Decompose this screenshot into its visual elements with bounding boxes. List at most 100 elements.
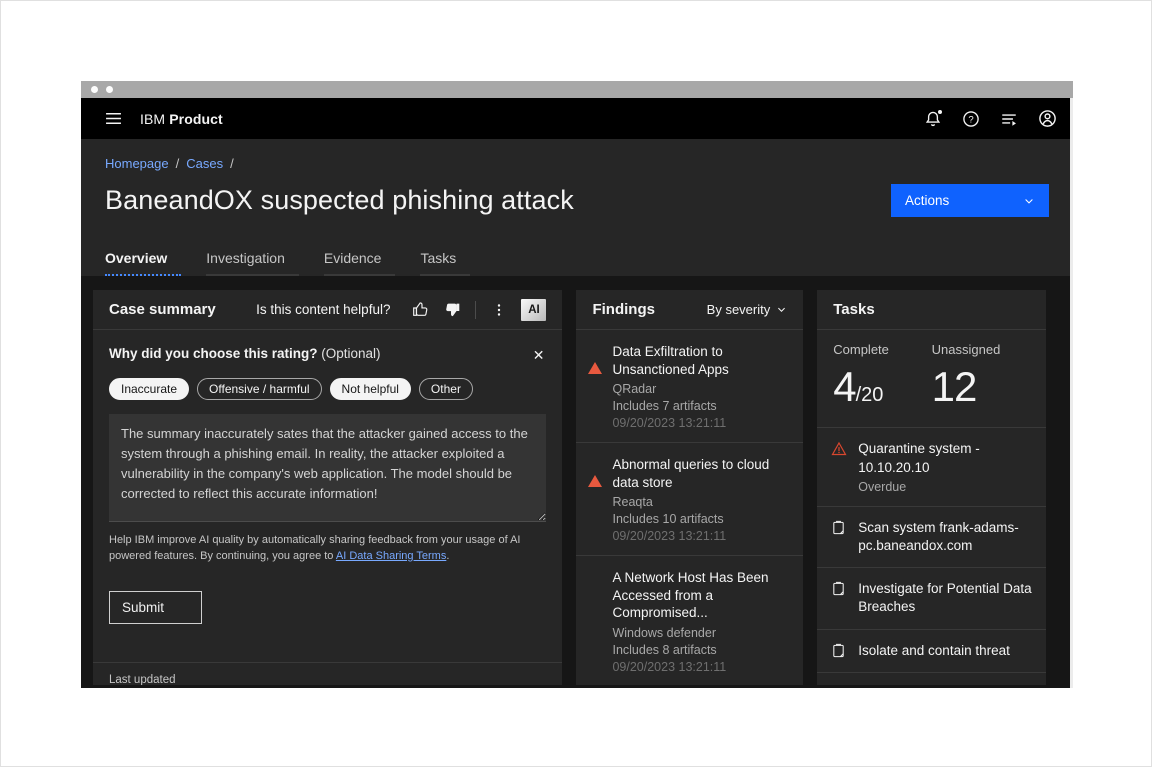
finding-item[interactable]: A Network Host Has Been Accessed from a … xyxy=(576,556,803,685)
task-title: Isolate and contain threat xyxy=(858,642,1010,658)
notifications-button[interactable] xyxy=(914,98,952,139)
finding-timestamp: 09/20/2023 13:21:11 xyxy=(612,416,727,431)
tag-offensive-harmful[interactable]: Offensive / harmful xyxy=(197,378,322,400)
feedback-question-text: Why did you choose this rating? xyxy=(109,346,318,361)
bell-icon xyxy=(924,110,942,128)
page-title: BaneandOX suspected phishing attack xyxy=(105,185,574,215)
account-button[interactable] xyxy=(1028,98,1066,139)
helpful-prompt: Is this content helpful? xyxy=(256,302,391,317)
disclaimer-text: Help IBM improve AI quality by automatic… xyxy=(109,534,521,562)
brand-prefix: IBM xyxy=(140,110,166,127)
tab-investigation[interactable]: Investigation xyxy=(206,250,299,276)
thumbs-down-icon xyxy=(444,301,461,318)
finding-artifacts: Includes 8 artifacts xyxy=(612,642,717,657)
findings-card: Findings By severity Data Exfiltration t… xyxy=(576,290,804,685)
stat-unassigned-label: Unassigned xyxy=(931,342,1001,357)
breadcrumb-cases[interactable]: Cases xyxy=(186,156,224,171)
breadcrumb-separator: / xyxy=(230,156,234,171)
task-subtitle: Overdue xyxy=(858,479,907,494)
help-button[interactable]: ? xyxy=(952,98,990,139)
task-title: Scan system frank-adams-pc.baneandox.com xyxy=(858,519,1019,553)
task-clipboard-icon xyxy=(831,643,847,660)
chevron-down-icon xyxy=(776,304,787,315)
last-updated-footer: Last updated 06 July 2023 09:55:13 xyxy=(93,661,563,685)
findings-title: Findings xyxy=(592,301,655,318)
overflow-menu-button[interactable] xyxy=(485,296,513,324)
ai-data-sharing-terms-link[interactable]: AI Data Sharing Terms xyxy=(335,549,447,562)
ai-disclaimer: Help IBM improve AI quality by automatic… xyxy=(109,533,546,565)
stat-unassigned-value: 12 xyxy=(931,363,978,410)
stat-complete: Complete 4/20 xyxy=(833,342,931,411)
feedback-tags: Inaccurate Offensive / harmful Not helpf… xyxy=(109,378,546,400)
breadcrumb-homepage[interactable]: Homepage xyxy=(105,156,169,171)
chevron-down-icon xyxy=(1023,195,1035,207)
last-updated-label: Last updated xyxy=(109,673,176,685)
thumbs-up-button[interactable] xyxy=(406,296,434,324)
thumbs-down-button[interactable] xyxy=(438,296,466,324)
case-summary-title: Case summary xyxy=(109,301,216,318)
tasks-stats: Complete 4/20 Unassigned 12 xyxy=(817,330,1047,429)
window-dot-2[interactable] xyxy=(106,86,113,93)
tag-other[interactable]: Other xyxy=(418,378,473,400)
feedback-question: Why did you choose this rating? (Optiona… xyxy=(109,346,381,361)
main-content: Case summary Is this content helpful? xyxy=(81,276,1073,685)
task-item[interactable]: Investigate for Potential Data Breaches xyxy=(817,568,1047,630)
stat-complete-label: Complete xyxy=(833,342,889,357)
tab-tasks[interactable]: Tasks xyxy=(420,250,471,276)
tab-overview[interactable]: Overview xyxy=(105,250,182,276)
task-clipboard-icon xyxy=(831,581,847,616)
feedback-comment-textarea[interactable]: The summary inaccurately sates that the … xyxy=(109,414,547,522)
finding-item[interactable]: Data Exfiltration to Unsanctioned Apps Q… xyxy=(576,330,804,444)
finding-source: Reaqta xyxy=(612,495,653,510)
window-titlebar[interactable] xyxy=(81,81,1073,98)
help-icon: ? xyxy=(962,110,980,128)
page-header: Homepage / Cases / BaneandOX suspected p… xyxy=(81,139,1073,276)
stat-complete-value: 4 xyxy=(833,363,856,410)
tag-inaccurate[interactable]: Inaccurate xyxy=(109,378,190,400)
finding-source: QRadar xyxy=(612,382,657,397)
brand[interactable]: IBM Product xyxy=(140,111,223,127)
tag-not-helpful[interactable]: Not helpful xyxy=(329,378,411,400)
close-icon: ✕ xyxy=(532,347,545,363)
finding-title: A Network Host Has Been Accessed from a … xyxy=(612,570,769,621)
kebab-icon xyxy=(491,302,507,318)
brand-name: Product xyxy=(169,110,223,127)
thumbs-up-icon xyxy=(412,301,429,318)
switcher-button[interactable] xyxy=(990,98,1028,139)
vertical-scrollbar[interactable] xyxy=(1070,98,1073,688)
tab-evidence[interactable]: Evidence xyxy=(323,250,396,276)
submit-button[interactable]: Submit xyxy=(109,590,202,624)
window-dot-1[interactable] xyxy=(91,86,98,93)
breadcrumb: Homepage / Cases / xyxy=(105,156,1049,171)
finding-artifacts: Includes 10 artifacts xyxy=(612,512,724,527)
list-arrow-icon xyxy=(1000,110,1018,128)
findings-sort-dropdown[interactable]: By severity xyxy=(707,302,788,317)
finding-source: Windows defender xyxy=(612,625,716,640)
close-feedback-button[interactable]: ✕ xyxy=(531,346,547,364)
ai-label-badge[interactable]: AI xyxy=(521,298,547,321)
user-avatar-icon xyxy=(1038,109,1057,128)
severity-critical-icon xyxy=(588,571,602,674)
task-title: Investigate for Potential Data Breaches xyxy=(858,581,1032,615)
stat-complete-total: /20 xyxy=(855,384,884,406)
actions-button[interactable]: Actions xyxy=(891,184,1049,217)
finding-title: Data Exfiltration to Unsanctioned Apps xyxy=(612,344,729,377)
finding-title: Abnormal queries to cloud data store xyxy=(612,457,770,490)
actions-button-label: Actions xyxy=(905,193,950,208)
task-item[interactable]: Isolate and contain threat xyxy=(817,630,1047,673)
severity-major-icon xyxy=(588,345,603,430)
menu-button[interactable] xyxy=(94,98,132,139)
task-item[interactable]: Quarantine system - 10.10.20.10 Overdue xyxy=(817,428,1047,507)
severity-major-icon xyxy=(588,458,603,543)
task-title: Quarantine system - 10.10.20.10 xyxy=(858,441,980,475)
header-divider xyxy=(475,300,477,319)
finding-timestamp: 09/20/2023 13:21:11 xyxy=(612,529,727,544)
task-item[interactable]: Scan system frank-adams-pc.baneandox.com xyxy=(817,507,1047,569)
svg-text:?: ? xyxy=(968,114,973,125)
feedback-optional-text: (Optional) xyxy=(317,346,381,361)
finding-item[interactable]: Abnormal queries to cloud data store Rea… xyxy=(576,443,804,557)
findings-sort-label: By severity xyxy=(706,302,771,317)
stat-unassigned: Unassigned 12 xyxy=(932,342,1030,411)
app-window: IBM Product ? xyxy=(81,81,1073,688)
hamburger-icon xyxy=(105,110,122,127)
